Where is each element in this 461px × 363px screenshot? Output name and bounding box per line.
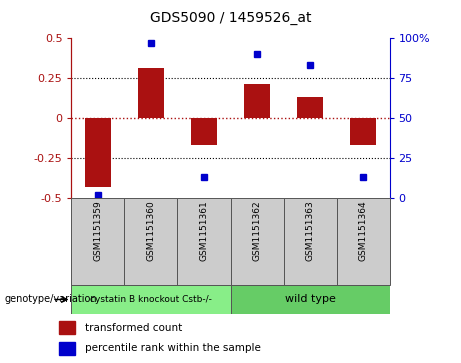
Text: percentile rank within the sample: percentile rank within the sample (85, 343, 261, 354)
FancyBboxPatch shape (71, 198, 124, 285)
Bar (244, 85, 270, 118)
Text: GDS5090 / 1459526_at: GDS5090 / 1459526_at (150, 11, 311, 25)
Text: cystatin B knockout Cstb-/-: cystatin B knockout Cstb-/- (90, 295, 212, 304)
Text: transformed count: transformed count (85, 323, 183, 333)
FancyBboxPatch shape (230, 198, 284, 285)
Text: GSM1151360: GSM1151360 (147, 200, 155, 261)
FancyBboxPatch shape (284, 198, 337, 285)
Bar (138, 69, 164, 118)
FancyBboxPatch shape (124, 198, 177, 285)
FancyBboxPatch shape (337, 198, 390, 285)
Bar (191, 118, 217, 145)
Bar (297, 97, 323, 118)
Text: GSM1151361: GSM1151361 (200, 200, 208, 261)
Bar (59, 321, 75, 334)
Text: GSM1151364: GSM1151364 (359, 200, 367, 261)
Text: GSM1151362: GSM1151362 (253, 200, 261, 261)
Text: GSM1151363: GSM1151363 (306, 200, 314, 261)
Bar (350, 118, 376, 145)
FancyBboxPatch shape (230, 285, 390, 314)
Text: GSM1151359: GSM1151359 (94, 200, 102, 261)
Text: wild type: wild type (284, 294, 336, 305)
Bar (85, 118, 111, 187)
Bar (59, 342, 75, 355)
Text: genotype/variation: genotype/variation (5, 294, 97, 305)
FancyBboxPatch shape (177, 198, 230, 285)
FancyBboxPatch shape (71, 285, 230, 314)
